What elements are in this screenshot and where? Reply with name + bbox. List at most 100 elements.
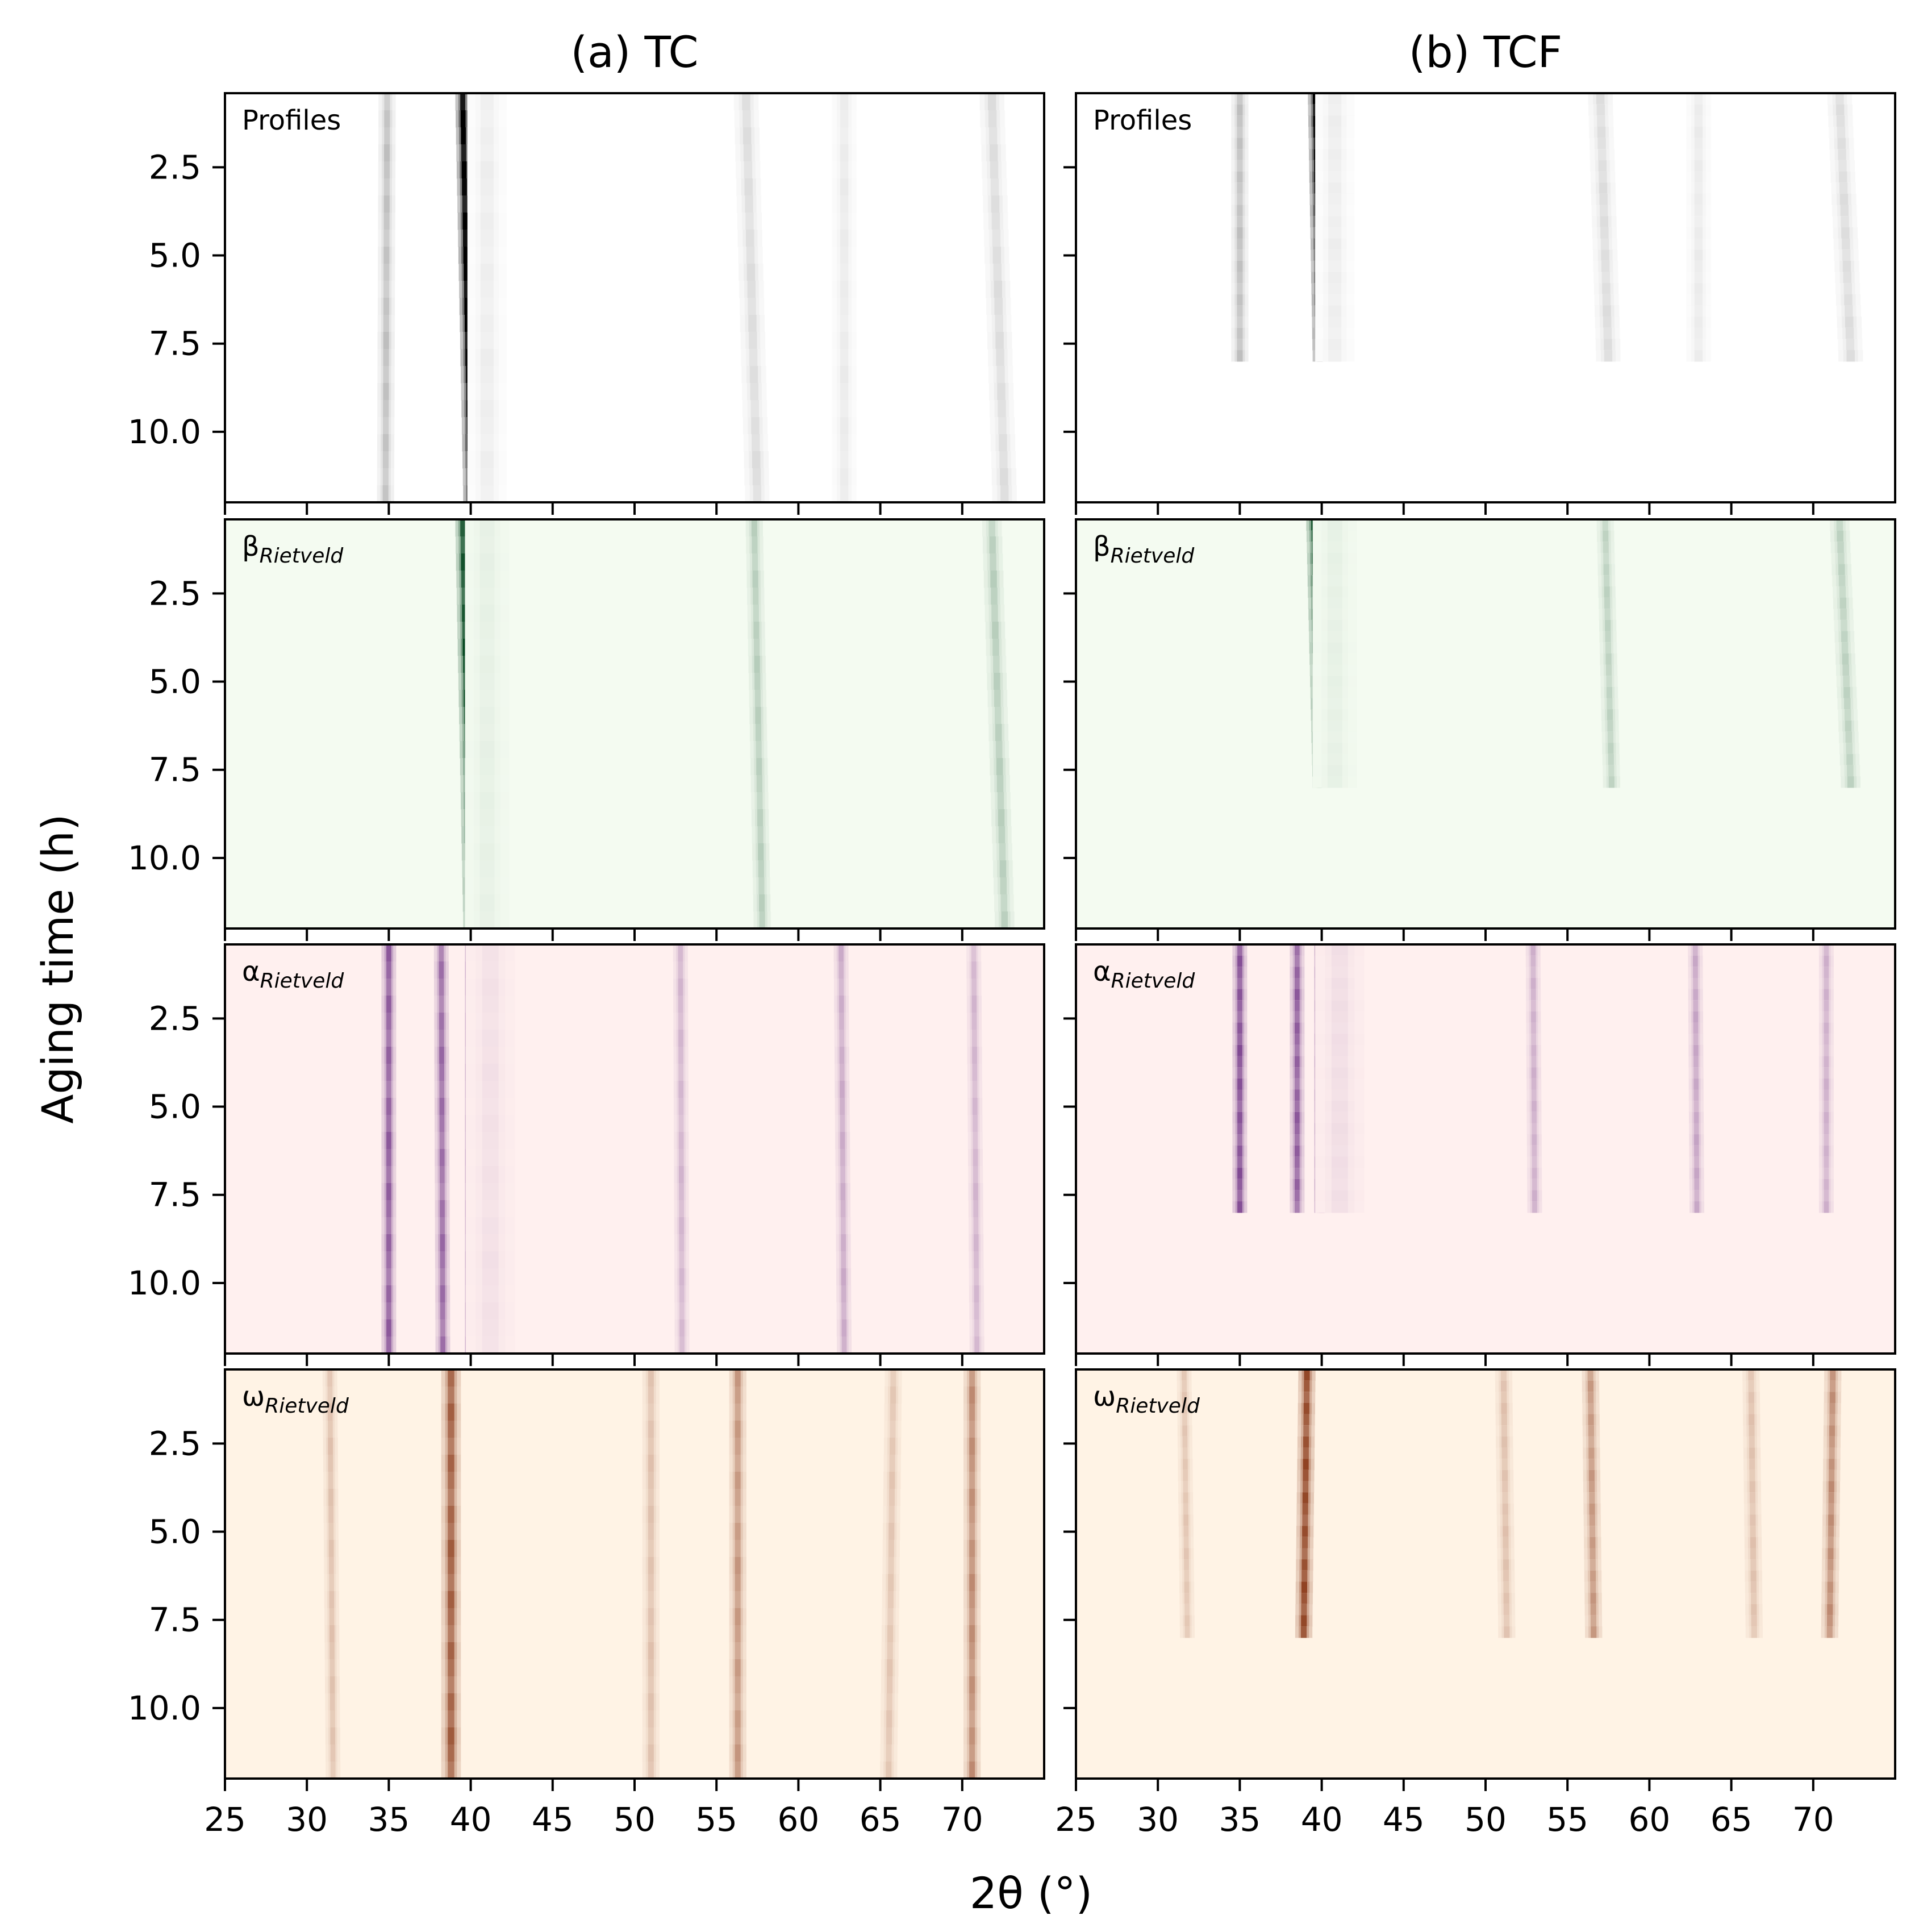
panel-tc-beta: βRietveld 2.5 5.0 7.5 10.0: [128, 518, 1045, 941]
peak-segment: [1000, 894, 1008, 912]
peak-segment: [1328, 249, 1342, 261]
peak-segment: [461, 144, 466, 162]
peak-segment: [462, 178, 467, 196]
peak-segment: [1237, 1067, 1242, 1079]
peak-segment: [1824, 1123, 1829, 1135]
peak-segment: [479, 553, 495, 571]
peak-segment: [480, 315, 494, 332]
peak-segment: [648, 1489, 654, 1506]
peak-segment: [439, 944, 444, 962]
peak-segment: [1846, 350, 1855, 362]
panel-tc-alpha-peak-4: [673, 944, 690, 1354]
peak-segment: [1824, 989, 1829, 1001]
peak-segment: [1182, 1369, 1187, 1381]
peak-segment: [1328, 317, 1342, 328]
peak-segment: [754, 656, 760, 673]
peak-segment: [1184, 1581, 1190, 1593]
peak-segment: [480, 332, 494, 349]
peak-segment: [1841, 642, 1849, 654]
peak-segment: [448, 1455, 454, 1472]
panel-tc-omega-background: [225, 1369, 1044, 1779]
peak-segment: [1693, 1111, 1699, 1124]
peak-segment: [1694, 294, 1703, 306]
peak-segment: [482, 1047, 499, 1064]
peak-segment: [887, 1625, 894, 1643]
peak-segment: [1000, 485, 1009, 502]
peak-segment: [988, 519, 995, 537]
peak-segment: [1824, 978, 1829, 990]
peak-segment: [448, 1506, 454, 1523]
peak-segment: [1837, 138, 1846, 149]
peak-segment: [384, 110, 390, 128]
peak-segment: [1328, 182, 1342, 194]
peak-segment: [971, 979, 977, 996]
peak-segment: [1605, 631, 1611, 643]
peak-segment: [1749, 1436, 1755, 1448]
peak-segment: [1842, 653, 1849, 665]
peak-segment: [383, 178, 390, 196]
peak-segment: [735, 1506, 741, 1523]
peak-segment: [648, 1421, 654, 1438]
peak-segment: [461, 588, 467, 605]
peak-segment: [1693, 955, 1698, 967]
peak-segment: [838, 979, 844, 996]
peak-segment: [1827, 1570, 1833, 1583]
peak-segment: [1503, 1593, 1509, 1605]
peak-segment: [742, 93, 750, 111]
peak-segment: [461, 571, 466, 588]
peak-segment: [1501, 1447, 1508, 1459]
peak-segment: [1599, 182, 1608, 194]
peak-segment: [746, 247, 755, 264]
peak-segment: [1504, 1626, 1510, 1638]
panel-tc-beta-label: βRietveld: [242, 531, 344, 568]
peak-segment: [460, 93, 465, 111]
peak-segment: [1694, 350, 1703, 362]
x-tick-label: 70: [1792, 1800, 1834, 1839]
peak-segment: [1824, 1168, 1829, 1180]
peak-segment: [1531, 1067, 1537, 1079]
panel-tc-profiles-peak-5: [979, 93, 1017, 502]
peak-segment: [973, 1166, 978, 1184]
peak-segment: [1588, 1392, 1594, 1404]
peak-segment: [448, 1642, 454, 1660]
peak-segment: [1237, 944, 1242, 956]
peak-segment: [1692, 944, 1698, 956]
peak-segment: [1693, 1034, 1699, 1046]
peak-segment: [753, 588, 759, 605]
panel-tc-omega: ωRietveld 2.5 5.0 7.5 10.0 25 30 35 40 45 50 55 60 65…: [128, 1368, 1045, 1839]
panel-tc-profiles-peak-4: [832, 93, 857, 502]
peak-segment: [328, 1506, 333, 1523]
peak-segment: [448, 1557, 454, 1575]
peak-segment: [1531, 1078, 1537, 1090]
peak-segment: [482, 1336, 499, 1354]
peak-segment: [462, 213, 468, 230]
peak-segment: [1603, 553, 1609, 565]
peak-segment: [461, 553, 466, 571]
x-tick-label: 65: [860, 1800, 902, 1839]
peak-segment: [480, 468, 494, 486]
x-tick-label: 40: [450, 1800, 492, 1839]
peak-segment: [1328, 260, 1342, 273]
peak-segment: [1824, 1022, 1829, 1034]
peak-segment: [330, 1710, 335, 1728]
peak-segment: [1748, 1369, 1754, 1381]
peak-segment: [1845, 305, 1853, 317]
peak-segment: [735, 1659, 741, 1677]
peak-segment: [1694, 1190, 1700, 1202]
peak-segment: [440, 1251, 445, 1269]
peak-segment: [999, 860, 1007, 878]
peak-segment: [1503, 1570, 1509, 1583]
peak-segment: [1824, 1134, 1829, 1146]
peak-segment: [1750, 1503, 1756, 1515]
peak-segment: [1589, 1492, 1595, 1504]
peak-segment: [1501, 1459, 1508, 1471]
peak-segment: [1327, 609, 1342, 621]
peak-segment: [887, 1591, 894, 1609]
peak-segment: [1237, 160, 1243, 172]
peak-segment: [992, 247, 1001, 264]
peak-segment: [1301, 1615, 1307, 1627]
peak-segment: [890, 1421, 896, 1438]
peak-segment: [840, 349, 849, 367]
peak-segment: [1846, 743, 1853, 755]
peak-segment: [973, 1132, 978, 1150]
